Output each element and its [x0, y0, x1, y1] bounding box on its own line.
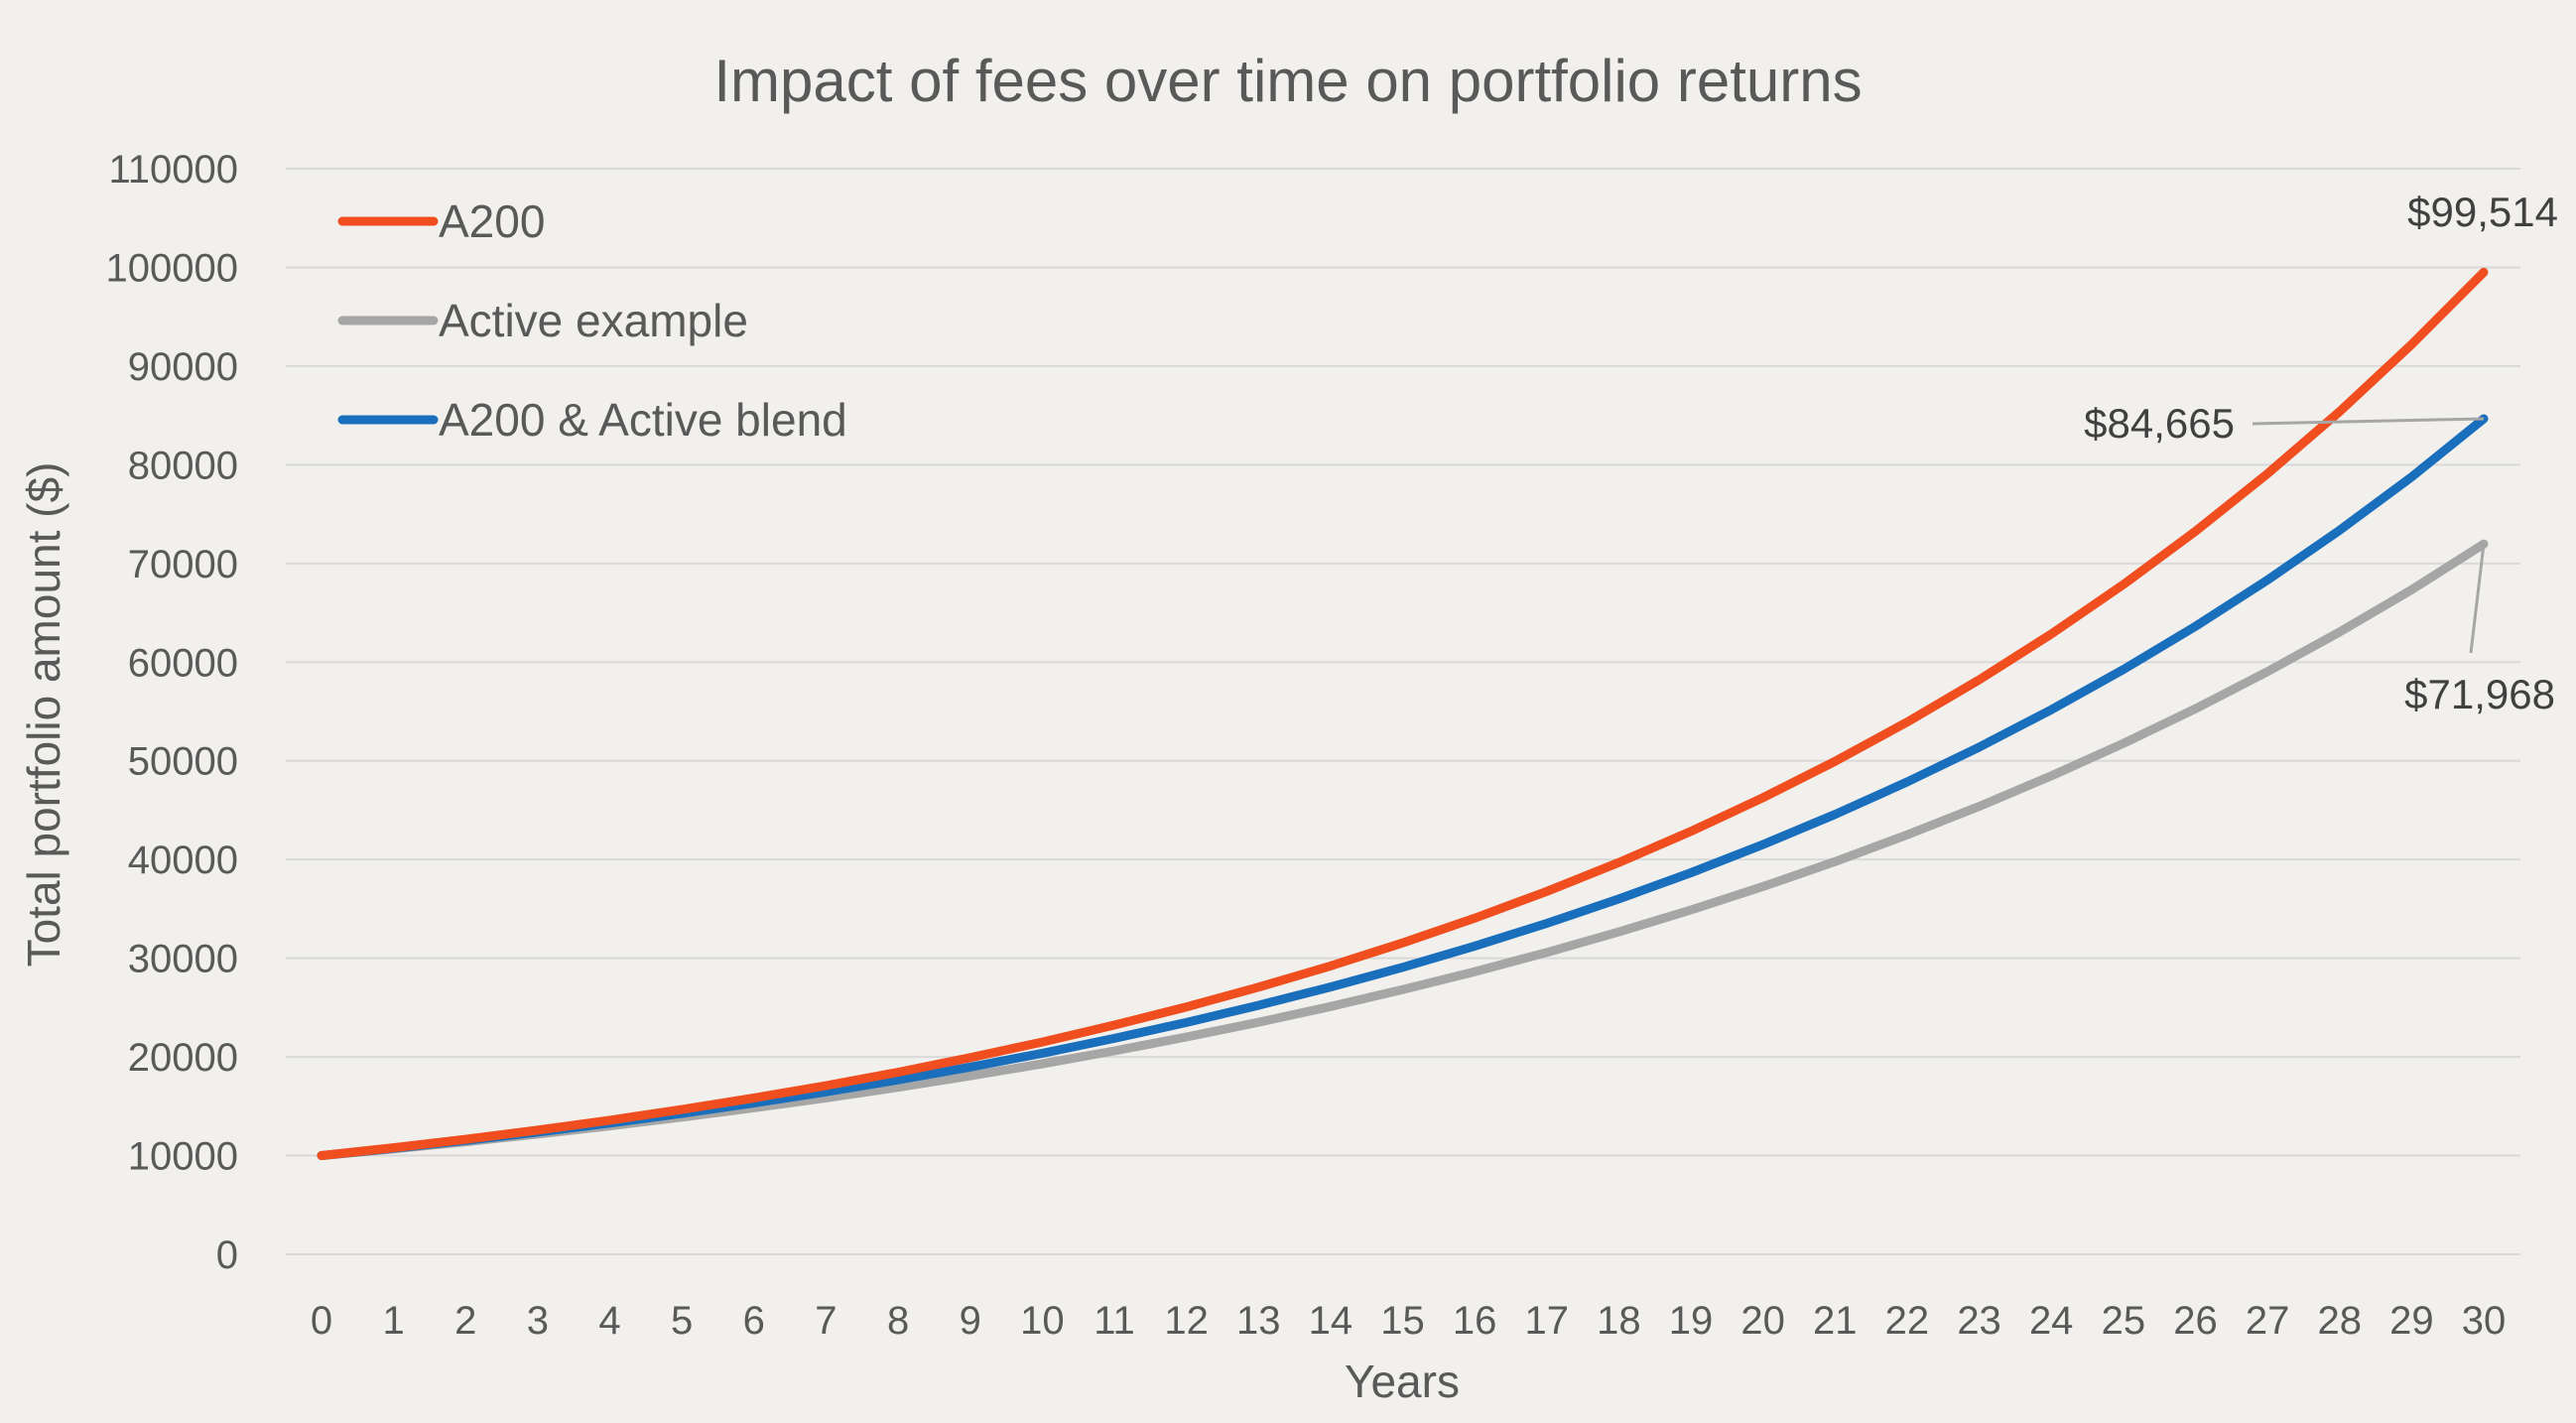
x-tick-label: 2	[454, 1299, 476, 1343]
y-tick-label: 50000	[128, 740, 238, 784]
x-tick-label: 20	[1740, 1299, 1785, 1343]
x-tick-label: 25	[2102, 1299, 2146, 1343]
x-tick-label: 23	[1957, 1299, 2001, 1343]
x-tick-label: 14	[1309, 1299, 1353, 1343]
x-tick-label: 26	[2173, 1299, 2218, 1343]
x-tick-label: 30	[2462, 1299, 2507, 1343]
y-tick-label: 100000	[106, 246, 238, 290]
legend-label: Active example	[439, 295, 748, 346]
data-label: $99,514	[2407, 189, 2558, 235]
x-tick-label: 3	[527, 1299, 549, 1343]
x-tick-label: 7	[815, 1299, 837, 1343]
x-tick-label: 16	[1453, 1299, 1497, 1343]
y-tick-label: 80000	[128, 444, 238, 487]
x-tick-label: 28	[2317, 1299, 2362, 1343]
x-tick-label: 21	[1813, 1299, 1858, 1343]
y-tick-label: 110000	[108, 148, 238, 192]
y-tick-label: 10000	[128, 1135, 238, 1179]
x-tick-label: 24	[2029, 1299, 2074, 1343]
data-label: $71,968	[2404, 671, 2555, 717]
x-axis-label: Years	[1345, 1356, 1460, 1407]
x-tick-label: 11	[1094, 1299, 1135, 1343]
data-label-leader	[2252, 417, 2485, 426]
data-labels: $99,514 $84,665 $71,968	[2084, 189, 2558, 717]
y-tick-label: 30000	[128, 938, 238, 981]
x-tick-label: 13	[1236, 1299, 1281, 1343]
x-tick-label: 1	[383, 1299, 405, 1343]
x-tick-label: 9	[960, 1299, 981, 1343]
legend-label: A200 & Active blend	[439, 394, 847, 446]
chart-title: Impact of fees over time on portfolio re…	[713, 48, 1862, 114]
series-lines	[317, 267, 2489, 1160]
y-axis-label: Total portfolio amount ($)	[18, 462, 69, 968]
y-tick-label: 20000	[128, 1036, 238, 1080]
x-axis-ticks: 0 1 2 3 4 5 6 7 8 9 10 11 12 13 14 15 16 17 18 19 20 21 22 23 24…	[311, 1299, 2506, 1343]
data-label: $84,665	[2084, 400, 2235, 447]
series-line-active-example	[317, 539, 2489, 1160]
legend-label: A200	[439, 195, 545, 247]
x-tick-label: 17	[1525, 1299, 1570, 1343]
x-tick-label: 15	[1380, 1299, 1425, 1343]
y-axis-ticks: 0 10000 20000 30000 40000 50000 60000 70000 8000…	[106, 148, 238, 1277]
series-line-a200	[317, 267, 2489, 1160]
x-tick-label: 0	[311, 1299, 332, 1343]
x-tick-label: 29	[2389, 1299, 2434, 1343]
y-tick-label: 40000	[128, 839, 238, 882]
y-tick-label: 60000	[128, 641, 238, 685]
x-tick-label: 4	[598, 1299, 620, 1343]
x-tick-label: 6	[743, 1299, 765, 1343]
x-tick-label: 8	[887, 1299, 909, 1343]
data-label-leader	[2469, 544, 2486, 654]
x-tick-label: 10	[1020, 1299, 1065, 1343]
y-tick-label: 90000	[128, 345, 238, 389]
x-tick-label: 5	[671, 1299, 693, 1343]
legend: A200 Active example A200 & Active blend	[337, 195, 847, 446]
gridlines	[286, 168, 2520, 1255]
x-tick-label: 22	[1885, 1299, 1930, 1343]
x-tick-label: 18	[1597, 1299, 1641, 1343]
y-tick-label: 70000	[128, 543, 238, 586]
x-tick-label: 27	[2246, 1299, 2290, 1343]
x-tick-label: 12	[1164, 1299, 1209, 1343]
y-tick-label: 0	[216, 1233, 238, 1277]
series-line-a200-active-blend	[317, 414, 2489, 1160]
x-tick-label: 19	[1669, 1299, 1714, 1343]
